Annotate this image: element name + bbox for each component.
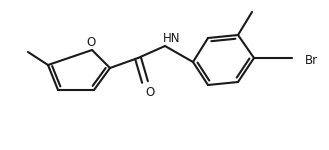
Text: O: O [87,36,96,48]
Text: O: O [145,85,155,99]
Text: Br: Br [305,54,318,68]
Text: HN: HN [163,32,181,45]
